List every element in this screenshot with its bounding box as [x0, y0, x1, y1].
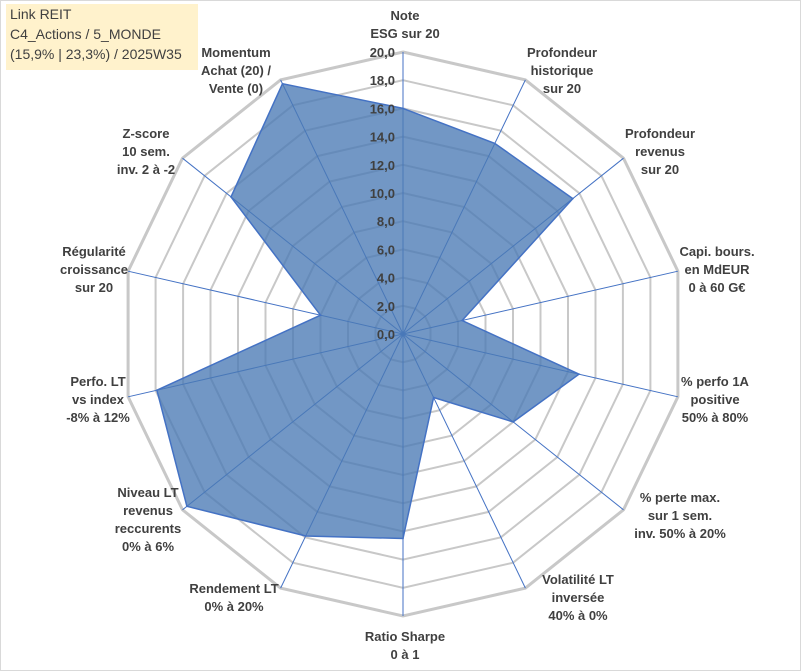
- data-point: [461, 319, 463, 322]
- category-label: inversée: [552, 590, 605, 605]
- category-label: Momentum: [201, 45, 270, 60]
- category-label: sur 20: [641, 162, 679, 177]
- data-point: [186, 505, 188, 508]
- category-label-layer: Note ESG sur 20 Profondeur historique sur 20…: [60, 8, 755, 662]
- category-label: -8% à 12%: [66, 410, 130, 425]
- series-area: [156, 82, 581, 540]
- category-label: Note: [391, 8, 420, 23]
- category-label: croissance: [60, 262, 128, 277]
- category-label: Vente (0): [209, 81, 263, 96]
- category-label: Perfo. LT: [70, 374, 125, 389]
- category-label: Ratio Sharpe: [365, 629, 445, 644]
- data-point: [281, 82, 284, 85]
- radial-tick-label: 20,0: [370, 45, 395, 60]
- category-label: revenus: [123, 503, 173, 518]
- chart-title-box: Link REIT C4_Actions / 5_MONDE (15,9% | …: [6, 4, 198, 70]
- category-label: 0 à 60 G€: [688, 280, 745, 295]
- radial-tick-label: 4,0: [377, 271, 395, 286]
- data-point: [304, 535, 307, 537]
- category-label: sur 1 sem.: [648, 508, 712, 523]
- data-point: [319, 314, 322, 317]
- category-label: Régularité: [62, 244, 126, 259]
- chart-title-line-2: C4_Actions / 5_MONDE: [10, 26, 161, 42]
- category-label: 0 à 1: [391, 647, 420, 662]
- series-layer: [156, 82, 581, 540]
- radial-tick-label: 0,0: [377, 327, 395, 342]
- category-label: Niveau LT: [117, 485, 178, 500]
- category-label: revenus: [635, 144, 685, 159]
- category-label: Z-score: [123, 126, 170, 141]
- radial-tick-label: 10,0: [370, 186, 395, 201]
- category-label: ESG sur 20: [370, 26, 439, 41]
- radial-tick-label: 8,0: [377, 214, 395, 229]
- category-label: Rendement LT: [189, 581, 278, 596]
- category-label: 10 sem.: [122, 144, 170, 159]
- radial-tick-label: 18,0: [370, 73, 395, 88]
- category-label: positive: [690, 392, 739, 407]
- data-point: [494, 142, 496, 145]
- data-point: [402, 537, 404, 540]
- radial-tick-label: 14,0: [370, 130, 395, 145]
- category-label: inv. 2 à -2: [117, 162, 175, 177]
- chart-title-line-3: (15,9% | 23,3%) / 2025W35: [10, 46, 182, 62]
- data-point: [512, 421, 514, 423]
- tick-layer: 0,0 2,0 4,0 6,0 8,0 10,0 12,0 14,0 16,0 18,0 20,0: [370, 45, 395, 342]
- category-label: Capi. bours.: [679, 244, 754, 259]
- category-label: reccurents: [115, 521, 181, 536]
- radial-tick-label: 12,0: [370, 158, 395, 173]
- category-label: % perfo 1A: [681, 374, 750, 389]
- category-label: Volatilité LT: [542, 572, 614, 587]
- category-label: Profondeur: [527, 45, 597, 60]
- data-point: [432, 396, 435, 399]
- category-label: % perte max.: [640, 490, 720, 505]
- category-label: historique: [531, 63, 594, 78]
- category-label: 50% à 80%: [682, 410, 749, 425]
- category-label: vs index: [72, 392, 125, 407]
- category-label: en MdEUR: [685, 262, 751, 277]
- chart-title-line-1: Link REIT: [10, 6, 72, 22]
- category-label: 0% à 20%: [204, 599, 264, 614]
- radial-tick-label: 16,0: [370, 101, 395, 116]
- category-label: Profondeur: [625, 126, 695, 141]
- category-label: 0% à 6%: [122, 539, 174, 554]
- data-point: [572, 197, 574, 200]
- category-label: sur 20: [543, 81, 581, 96]
- radial-tick-label: 2,0: [377, 299, 395, 314]
- category-label: 40% à 0%: [548, 608, 608, 623]
- category-label: inv. 50% à 20%: [634, 526, 726, 541]
- data-point: [402, 107, 404, 110]
- radial-tick-label: 6,0: [377, 242, 395, 257]
- data-point: [578, 373, 580, 376]
- data-point: [230, 196, 232, 198]
- category-label: Achat (20) /: [201, 63, 271, 78]
- category-label: sur 20: [75, 280, 113, 295]
- data-point: [156, 389, 158, 392]
